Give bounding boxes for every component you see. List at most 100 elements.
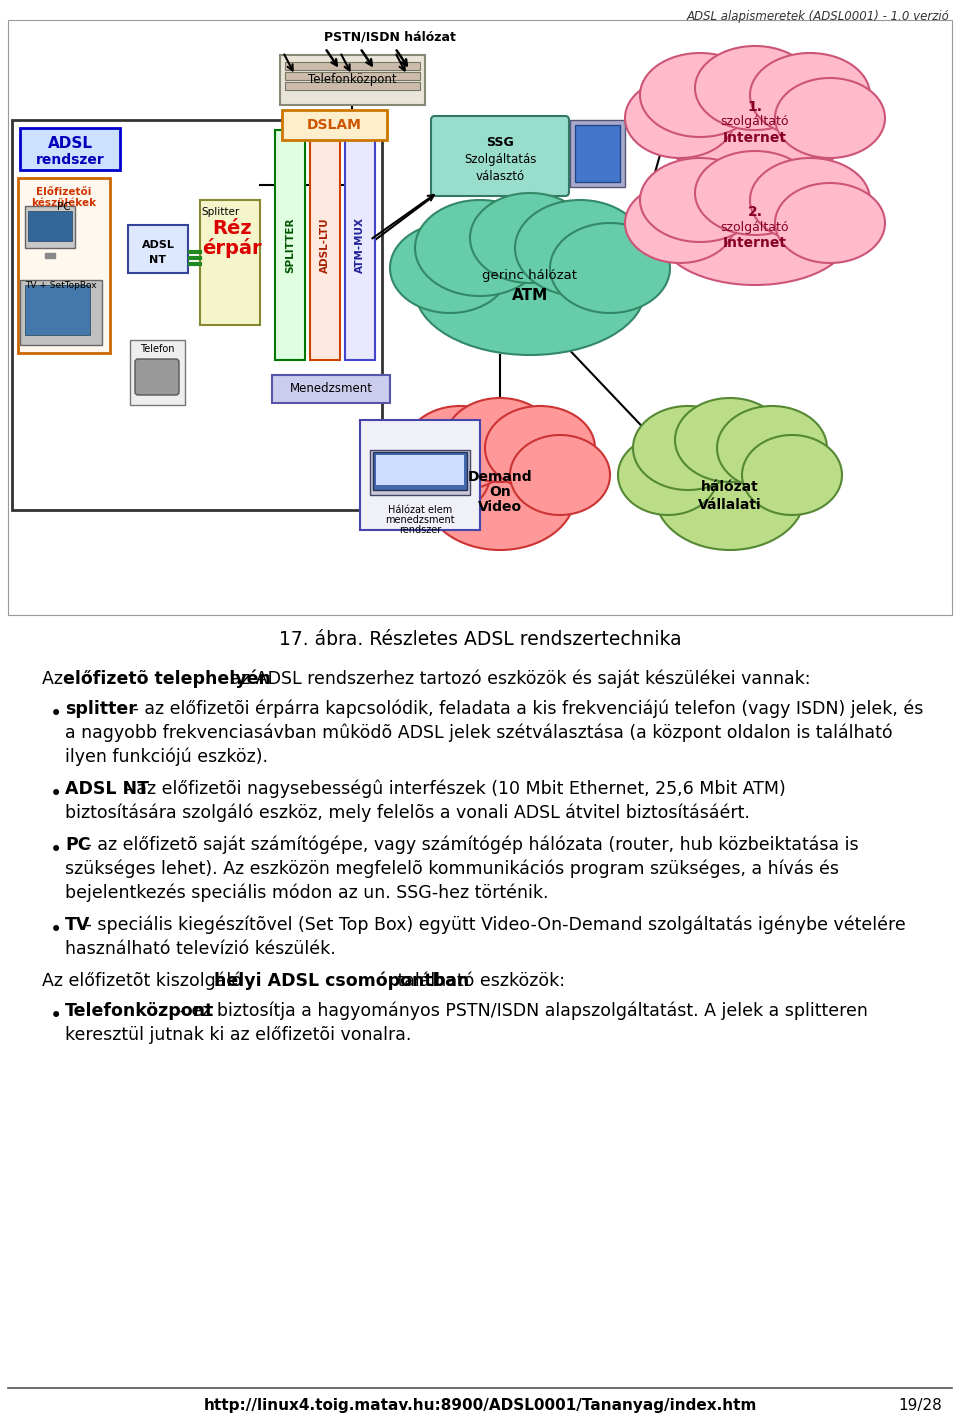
Ellipse shape: [695, 46, 815, 130]
Text: érpár: érpár: [203, 238, 262, 258]
Ellipse shape: [640, 158, 760, 242]
Ellipse shape: [625, 184, 735, 263]
FancyBboxPatch shape: [20, 128, 120, 169]
Ellipse shape: [625, 78, 735, 158]
Text: szükséges lehet). Az eszközön megfelelõ kommunikációs program szükséges, a hívás: szükséges lehet). Az eszközön megfelelõ …: [65, 860, 839, 879]
FancyBboxPatch shape: [25, 285, 90, 335]
Ellipse shape: [485, 406, 595, 490]
Text: szolgáltató: szolgáltató: [721, 221, 789, 234]
Text: 17. ábra. Részletes ADSL rendszertechnika: 17. ábra. Részletes ADSL rendszertechnik…: [278, 629, 682, 649]
Text: TV + SetTopBox: TV + SetTopBox: [25, 281, 97, 289]
Ellipse shape: [470, 194, 590, 283]
Text: található eszközök:: található eszközök:: [392, 973, 565, 990]
Text: az ADSL rendszerhez tartozó eszközök és saját készülékei vannak:: az ADSL rendszerhez tartozó eszközök és …: [226, 671, 811, 688]
Text: Előfizetői: Előfizetői: [36, 187, 92, 197]
Text: DSLAM: DSLAM: [307, 118, 362, 132]
FancyBboxPatch shape: [282, 110, 387, 140]
FancyBboxPatch shape: [285, 73, 420, 80]
Ellipse shape: [775, 78, 885, 158]
Text: készülékek: készülékek: [32, 198, 97, 208]
Text: SPLITTER: SPLITTER: [285, 218, 295, 273]
FancyBboxPatch shape: [12, 120, 382, 510]
Text: Az: Az: [42, 671, 68, 688]
Text: - az előfizetõi nagysebességû interfészek (10 Mbit Ethernet, 25,6 Mbit ATM): - az előfizetõi nagysebességû interfésze…: [119, 780, 786, 799]
Ellipse shape: [660, 185, 850, 285]
Text: 2.: 2.: [748, 205, 762, 219]
FancyBboxPatch shape: [200, 199, 260, 325]
Text: Demand: Demand: [468, 470, 532, 484]
Ellipse shape: [750, 158, 870, 242]
FancyBboxPatch shape: [570, 120, 625, 187]
Text: keresztül jutnak ki az előfizetõi vonalra.: keresztül jutnak ki az előfizetõi vonalr…: [65, 1027, 412, 1044]
Text: ADSL NT: ADSL NT: [65, 780, 149, 797]
Ellipse shape: [415, 199, 545, 296]
Text: rendszer: rendszer: [36, 152, 105, 167]
Text: Réz: Réz: [212, 218, 252, 238]
Ellipse shape: [618, 434, 718, 515]
Text: •: •: [50, 920, 62, 940]
Text: Internet: Internet: [723, 131, 787, 145]
Ellipse shape: [775, 184, 885, 263]
Text: •: •: [50, 840, 62, 860]
Text: ADSL: ADSL: [47, 137, 92, 151]
Text: •: •: [50, 1005, 62, 1027]
FancyBboxPatch shape: [370, 450, 470, 496]
Text: 1.: 1.: [748, 100, 762, 114]
Ellipse shape: [390, 224, 510, 313]
FancyBboxPatch shape: [130, 340, 185, 404]
Text: választó: választó: [475, 169, 524, 182]
Text: TV: TV: [65, 916, 90, 934]
Text: menedzsment: menedzsment: [385, 515, 455, 525]
Text: PC: PC: [58, 202, 71, 212]
Text: hálózat: hálózat: [701, 480, 758, 494]
FancyBboxPatch shape: [18, 178, 110, 353]
FancyBboxPatch shape: [285, 63, 420, 70]
Ellipse shape: [640, 53, 760, 137]
FancyBboxPatch shape: [135, 359, 179, 394]
Text: 19/28: 19/28: [899, 1398, 942, 1413]
FancyBboxPatch shape: [373, 451, 467, 490]
Text: Video: Video: [478, 500, 522, 514]
Text: szolgáltató: szolgáltató: [721, 115, 789, 128]
Text: •: •: [50, 703, 62, 723]
FancyBboxPatch shape: [376, 456, 464, 486]
FancyBboxPatch shape: [431, 115, 569, 197]
Text: Internet: Internet: [723, 236, 787, 251]
Ellipse shape: [675, 397, 785, 481]
Text: http://linux4.toig.matav.hu:8900/ADSL0001/Tananyag/index.htm: http://linux4.toig.matav.hu:8900/ADSL000…: [204, 1398, 756, 1413]
FancyBboxPatch shape: [272, 375, 390, 403]
Text: •: •: [50, 785, 62, 805]
Ellipse shape: [695, 151, 815, 235]
Text: PSTN/ISDN hálózat: PSTN/ISDN hálózat: [324, 30, 456, 43]
FancyBboxPatch shape: [20, 281, 102, 345]
Text: ADSL-LTU: ADSL-LTU: [320, 218, 330, 273]
Ellipse shape: [655, 440, 805, 550]
FancyBboxPatch shape: [310, 130, 340, 360]
Text: On: On: [490, 486, 511, 498]
Ellipse shape: [660, 80, 850, 179]
Text: Vállalati: Vállalati: [698, 498, 762, 513]
Ellipse shape: [742, 434, 842, 515]
Text: a nagyobb frekvenciasávban mûködõ ADSL jelek szétválasztása (a központ oldalon i: a nagyobb frekvenciasávban mûködõ ADSL j…: [65, 723, 893, 742]
FancyBboxPatch shape: [8, 20, 952, 615]
Ellipse shape: [750, 53, 870, 137]
Text: gerinc hálózat: gerinc hálózat: [483, 269, 578, 282]
Text: PC: PC: [65, 836, 90, 854]
FancyBboxPatch shape: [275, 130, 305, 360]
Text: ADSL: ADSL: [141, 241, 175, 251]
Ellipse shape: [445, 397, 555, 481]
FancyBboxPatch shape: [345, 130, 375, 360]
Text: ATM-MUX: ATM-MUX: [355, 216, 365, 273]
Text: - az előfizetõ saját számítógépe, vagy számítógép hálózata (router, hub közbeikt: - az előfizetõ saját számítógépe, vagy s…: [81, 836, 859, 854]
FancyBboxPatch shape: [28, 211, 72, 241]
Text: ADSL alapismeretek (ADSL0001) - 1.0 verzió: ADSL alapismeretek (ADSL0001) - 1.0 verz…: [687, 10, 950, 23]
Text: biztosítására szolgáló eszköz, mely felelõs a vonali ADSL átvitel biztosításáért: biztosítására szolgáló eszköz, mely fele…: [65, 805, 750, 823]
Bar: [45, 253, 55, 258]
Ellipse shape: [405, 406, 515, 490]
Text: splitter: splitter: [65, 701, 137, 718]
Text: ATM: ATM: [512, 288, 548, 302]
FancyBboxPatch shape: [128, 225, 188, 273]
Ellipse shape: [390, 434, 490, 515]
Text: Splitter: Splitter: [201, 206, 239, 216]
Text: rendszer: rendszer: [398, 525, 442, 535]
